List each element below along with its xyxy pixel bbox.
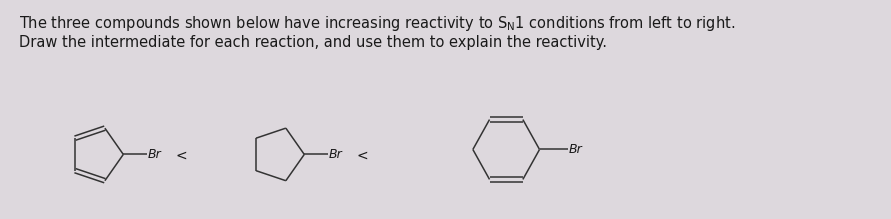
Text: Br: Br — [569, 143, 583, 156]
Text: <: < — [176, 148, 187, 162]
Text: The three compounds shown below have increasing reactivity to $\mathregular{S_N}: The three compounds shown below have inc… — [19, 14, 735, 33]
Text: Draw the intermediate for each reaction, and use them to explain the reactivity.: Draw the intermediate for each reaction,… — [19, 35, 607, 50]
Text: <: < — [356, 148, 368, 162]
Text: Br: Br — [329, 148, 343, 161]
Text: Br: Br — [148, 148, 162, 161]
